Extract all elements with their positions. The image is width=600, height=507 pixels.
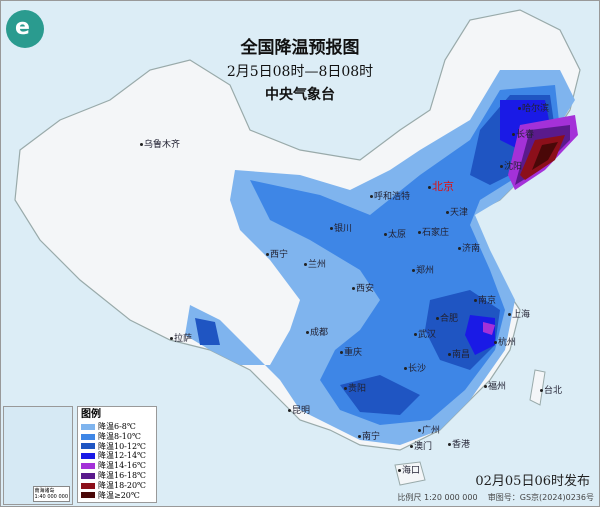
legend-swatch: [81, 453, 95, 460]
city-label: 南京: [474, 296, 496, 307]
legend-label: 降温12-14℃: [98, 451, 147, 461]
forecast-period: 2月5日08时—8日08时: [226, 64, 374, 80]
published-time: 02月05日06时发布: [475, 474, 590, 489]
city-label: 石家庄: [418, 228, 449, 239]
city-label: 南昌: [448, 350, 470, 361]
city-label: 沈阳: [500, 162, 522, 173]
legend-swatch: [81, 492, 95, 499]
map-approval-number: 审图号：GS京(2024)0236号: [487, 493, 594, 502]
inset-scale-text: 1:40 000 000: [34, 494, 69, 500]
city-label: 呼和浩特: [370, 192, 410, 203]
legend-swatch: [81, 423, 95, 430]
city-label: 西宁: [266, 250, 288, 261]
inset-scale: 南海诸岛 1:40 000 000: [32, 486, 70, 502]
city-label: 南宁: [358, 432, 380, 443]
map-title: 全国降温预报图: [240, 38, 360, 58]
city-label: 西安: [352, 284, 374, 295]
city-label: 上海: [508, 310, 530, 321]
city-label: 合肥: [436, 314, 458, 325]
legend-item: 降温6-8℃: [81, 422, 153, 432]
south-china-sea-inset: 南海诸岛 1:40 000 000: [3, 406, 73, 505]
legend-label: 降温16-18℃: [98, 470, 147, 480]
issuer: 中央气象台: [265, 87, 335, 103]
city-label: 郑州: [412, 266, 434, 277]
legend-item: 降温≥20℃: [81, 491, 153, 501]
legend-swatch: [81, 463, 95, 470]
legend-item: 降温16-18℃: [81, 471, 153, 481]
city-label: 哈尔滨: [518, 104, 549, 115]
city-label: 拉萨: [170, 334, 192, 345]
city-label: 昆明: [288, 406, 310, 417]
legend-item: 降温8-10℃: [81, 432, 153, 442]
city-label: 成都: [306, 328, 328, 339]
legend-title: 图例: [81, 409, 101, 420]
legend-label: 降温8-10℃: [98, 431, 141, 441]
legend-item: 降温14-16℃: [81, 461, 153, 471]
city-label: 澳门: [410, 442, 432, 453]
city-label: 北京: [428, 180, 454, 193]
legend-label: 降温6-8℃: [98, 422, 136, 431]
legend-rows: 降温6-8℃ 降温8-10℃ 降温10-12℃ 降温12-14℃ 降温14-16℃ 降温1…: [81, 422, 153, 500]
city-label: 贵阳: [344, 384, 366, 395]
scale-text: 比例尺 1:20 000 000: [397, 493, 478, 502]
city-label: 长春: [512, 130, 534, 141]
city-label: 福州: [484, 382, 506, 393]
legend-swatch: [81, 482, 95, 489]
legend-label: 降温18-20℃: [98, 480, 147, 490]
city-label: 长沙: [404, 364, 426, 375]
city-label: 武汉: [414, 330, 436, 341]
city-label: 海口: [398, 466, 420, 477]
legend-swatch: [81, 443, 95, 450]
legend-item: 降温10-12℃: [81, 442, 153, 452]
cooling-zones: [185, 70, 578, 445]
zone-ge20: [532, 142, 558, 170]
city-label: 重庆: [340, 348, 362, 359]
city-label: 银川: [330, 224, 352, 235]
city-label: 乌鲁木齐: [140, 140, 180, 151]
legend-item: 降温12-14℃: [81, 451, 153, 461]
city-label: 台北: [540, 386, 562, 397]
legend-swatch: [81, 472, 95, 479]
legend-label: 降温14-16℃: [98, 461, 147, 471]
city-label: 天津: [446, 208, 468, 219]
city-label: 太原: [384, 230, 406, 241]
legend-item: 降温18-20℃: [81, 481, 153, 491]
legend-swatch: [81, 433, 95, 440]
legend-label: 降温≥20℃: [98, 490, 140, 500]
legend: 图例 降温6-8℃ 降温8-10℃ 降温10-12℃ 降温12-14℃ 降温14-16℃…: [77, 406, 157, 503]
city-label: 香港: [448, 440, 470, 451]
city-label: 杭州: [494, 338, 516, 349]
city-label: 济南: [458, 244, 480, 255]
inset-title: 南海诸岛: [34, 488, 55, 494]
map-footer: 比例尺 1:20 000 000 审图号：GS京(2024)0236号: [397, 493, 594, 503]
city-label: 广州: [418, 426, 440, 437]
cma-logo-icon: e: [6, 10, 44, 48]
legend-label: 降温10-12℃: [98, 441, 147, 451]
city-label: 兰州: [304, 260, 326, 271]
